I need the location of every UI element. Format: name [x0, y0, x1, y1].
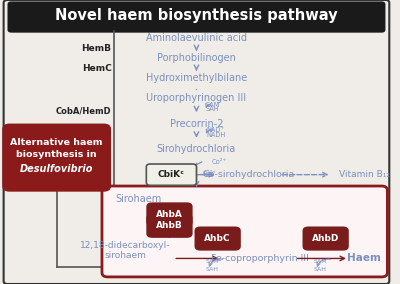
Text: Sirohaem: Sirohaem: [116, 194, 162, 204]
Text: AhbA: AhbA: [156, 210, 183, 219]
Text: Haem: Haem: [347, 253, 381, 264]
Text: AhbD: AhbD: [312, 234, 339, 243]
Text: SAH: SAH: [314, 267, 327, 272]
Text: SirC: SirC: [91, 132, 112, 141]
Text: SAM: SAM: [314, 259, 328, 264]
Text: Aminolaevulinic acid: Aminolaevulinic acid: [146, 33, 247, 43]
Text: Co²⁺: Co²⁺: [212, 159, 227, 165]
Text: Precorrin-2: Precorrin-2: [170, 118, 223, 129]
Text: biosynthesis in: biosynthesis in: [16, 150, 97, 159]
Text: NADH: NADH: [206, 132, 225, 138]
FancyBboxPatch shape: [8, 1, 386, 33]
FancyBboxPatch shape: [194, 227, 241, 251]
Text: AhbB: AhbB: [156, 221, 183, 230]
Text: SAH: SAH: [206, 267, 219, 272]
Text: CbiKᶜ: CbiKᶜ: [158, 170, 185, 179]
Text: Uroporphyrinogen III: Uroporphyrinogen III: [146, 93, 246, 103]
Text: Alternative haem: Alternative haem: [10, 137, 103, 147]
FancyBboxPatch shape: [302, 227, 349, 251]
Text: Hydroximethylbilane: Hydroximethylbilane: [146, 73, 247, 83]
Text: Desulfovibrio: Desulfovibrio: [20, 164, 94, 174]
Text: Co-sirohydrochloria: Co-sirohydrochloria: [202, 170, 295, 179]
FancyBboxPatch shape: [4, 0, 389, 284]
Text: HemC: HemC: [82, 64, 112, 73]
FancyBboxPatch shape: [146, 202, 193, 227]
Text: SAH: SAH: [206, 106, 220, 112]
Text: Novel haem biosynthesis pathway: Novel haem biosynthesis pathway: [55, 8, 338, 23]
Text: NAD⁺: NAD⁺: [206, 127, 224, 133]
Text: sirohaem: sirohaem: [104, 251, 146, 260]
Text: 12,18-didecarboxyl-: 12,18-didecarboxyl-: [80, 241, 170, 250]
Text: CobA/HemD: CobA/HemD: [56, 106, 112, 115]
FancyBboxPatch shape: [146, 164, 196, 185]
Text: Fe²⁺: Fe²⁺: [173, 174, 187, 181]
Text: HemB: HemB: [82, 44, 112, 53]
Text: Fe²⁺: Fe²⁺: [202, 171, 216, 177]
Text: SAM: SAM: [206, 259, 220, 264]
FancyBboxPatch shape: [102, 186, 387, 277]
FancyBboxPatch shape: [146, 214, 193, 238]
Text: Fe-coproporphyrin III: Fe-coproporphyrin III: [211, 254, 309, 263]
Text: AhbC: AhbC: [204, 234, 231, 243]
Text: SAM: SAM: [206, 101, 220, 108]
FancyBboxPatch shape: [4, 125, 110, 190]
Text: Porphobilinogen: Porphobilinogen: [157, 53, 236, 63]
Text: Sirohydrochloria: Sirohydrochloria: [157, 144, 236, 154]
Text: Vitamin B₁₂: Vitamin B₁₂: [339, 170, 390, 179]
